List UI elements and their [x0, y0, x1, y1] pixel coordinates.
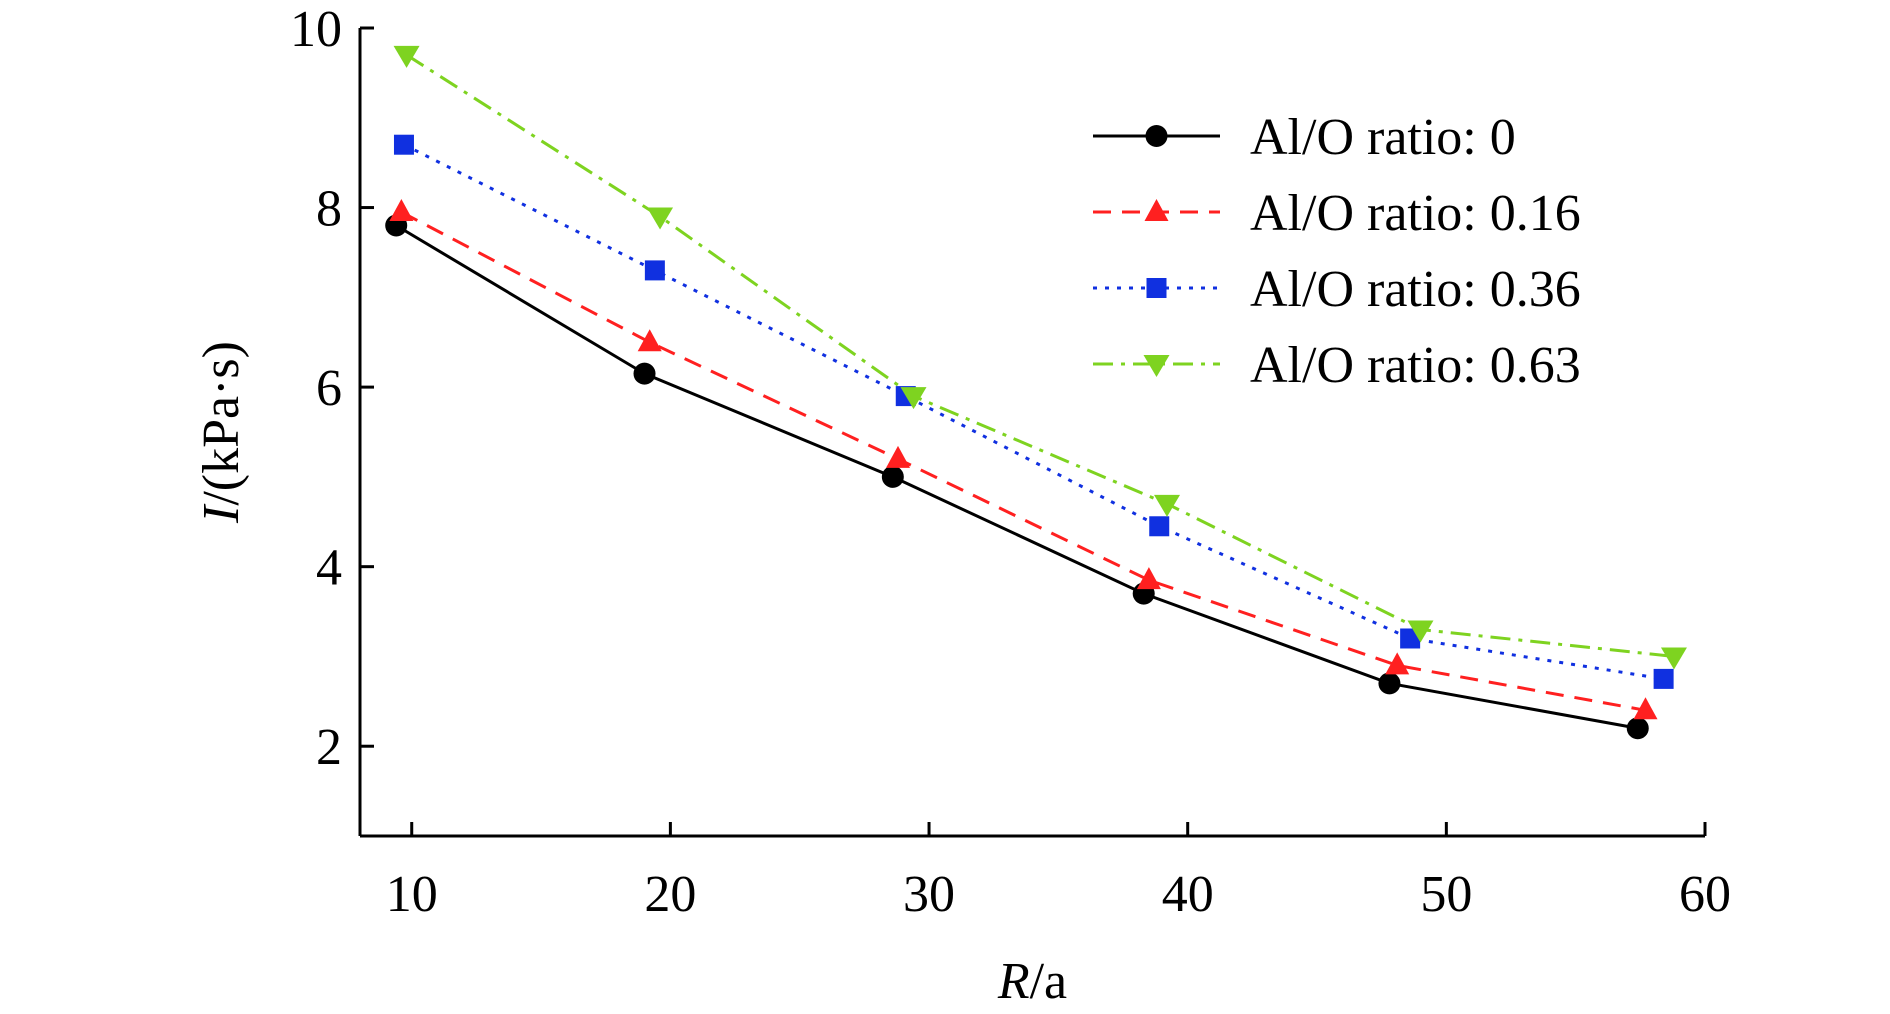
legend-marker	[1144, 199, 1169, 221]
legend: Al/O ratio: 0 Al/O ratio: 0.16 Al/O ratio:…	[1093, 109, 1581, 394]
legend-label: Al/O ratio: 0.36	[1250, 261, 1581, 318]
legend-label: Al/O ratio: 0.16	[1250, 185, 1581, 242]
data-point	[1626, 717, 1649, 740]
x-axis-label: R/a	[997, 953, 1067, 1010]
data-point	[393, 134, 414, 155]
x-axis-variable: R	[997, 953, 1030, 1010]
data-point	[1149, 516, 1170, 537]
x-tick-label: 60	[1679, 866, 1731, 923]
series-line	[400, 210, 1646, 712]
data-point	[881, 465, 904, 488]
legend-marker	[1146, 278, 1167, 298]
legend-marker	[1143, 355, 1170, 377]
legend-marker	[1145, 125, 1168, 147]
data-point	[637, 329, 662, 352]
data-point	[389, 199, 414, 222]
y-tick-label: 10	[290, 1, 342, 58]
x-tick-label: 50	[1420, 866, 1472, 923]
plot-series	[385, 45, 1687, 740]
legend-item: Al/O ratio: 0.63	[1093, 337, 1581, 394]
data-point	[1407, 620, 1434, 643]
data-point	[647, 207, 674, 230]
legend-item: Al/O ratio: 0.16	[1093, 185, 1581, 242]
data-point	[1378, 672, 1401, 695]
x-axis-unit: /a	[1030, 953, 1068, 1010]
series-line	[405, 53, 1675, 658]
y-tick-label: 2	[316, 719, 342, 776]
data-point	[1633, 697, 1658, 720]
y-axis-unit: /(kPa·s)	[193, 341, 250, 506]
y-tick-label: 4	[316, 540, 342, 597]
legend-item: Al/O ratio: 0.36	[1093, 261, 1581, 318]
x-ticks: 10 20 30 40 50 60	[386, 822, 1731, 923]
data-point	[1136, 567, 1161, 590]
y-tick-label: 8	[316, 181, 342, 238]
y-axis-variable: I	[193, 503, 250, 524]
data-point	[1385, 652, 1410, 675]
data-point	[886, 445, 910, 468]
legend-label: Al/O ratio: 0	[1250, 109, 1516, 166]
series-line	[395, 224, 1639, 730]
data-point	[1653, 668, 1674, 689]
x-tick-label: 10	[386, 866, 438, 923]
data-point	[1154, 494, 1180, 517]
legend-item: Al/O ratio: 0	[1093, 109, 1516, 166]
x-tick-label: 40	[1162, 866, 1214, 923]
data-point	[900, 387, 927, 410]
x-tick-label: 30	[903, 866, 955, 923]
data-point	[1400, 628, 1421, 649]
y-ticks: 2 4 6 8 10	[290, 1, 374, 776]
axes: 10 20 30 40 50 60 2 4 6 8 10	[290, 1, 1731, 923]
x-tick-label: 20	[644, 866, 696, 923]
data-point	[393, 45, 420, 68]
y-axis-label: I/(kPa·s)	[193, 341, 250, 524]
y-tick-label: 6	[316, 360, 342, 417]
data-point	[633, 362, 656, 385]
legend-label: Al/O ratio: 0.63	[1250, 337, 1581, 394]
series-1	[389, 199, 1658, 720]
data-point	[644, 260, 665, 281]
data-point	[1660, 647, 1687, 670]
series-3	[393, 45, 1687, 670]
